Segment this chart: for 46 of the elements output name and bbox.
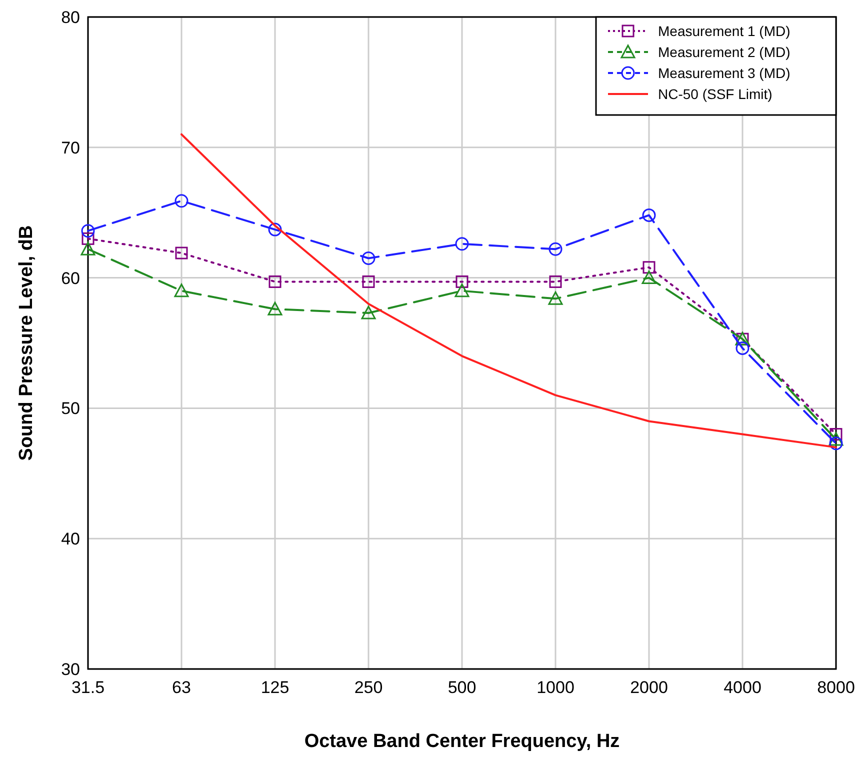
legend-label: NC-50 (SSF Limit)	[658, 86, 772, 102]
point	[174, 284, 189, 298]
y-axis-title: Sound Pressure Level, dB	[16, 225, 37, 461]
point	[268, 222, 282, 236]
point	[642, 261, 656, 274]
point	[549, 275, 562, 288]
x-tick-label: 1000	[536, 678, 574, 697]
point	[736, 341, 750, 355]
point	[362, 275, 375, 288]
x-tick-label: 500	[448, 678, 476, 697]
point	[268, 275, 282, 288]
legend-label: Measurement 1 (MD)	[658, 22, 790, 39]
point	[174, 194, 188, 208]
point	[81, 224, 95, 238]
x-tick-label: 31.5	[71, 678, 105, 697]
point	[830, 428, 842, 441]
x-tick-label: 8000	[817, 678, 855, 697]
y-tick-label: 50	[61, 399, 80, 418]
point	[361, 306, 376, 320]
y-tick-label: 30	[61, 660, 80, 679]
legend-label: Measurement 3 (MD)	[658, 64, 790, 81]
point	[548, 242, 562, 256]
point	[455, 237, 469, 251]
x-axis-title: Octave Band Center Frequency, Hz	[304, 731, 620, 752]
point	[175, 246, 188, 260]
x-tick-label: 250	[354, 678, 383, 697]
point	[642, 270, 656, 284]
point	[642, 208, 656, 222]
point	[80, 242, 96, 256]
point	[362, 251, 376, 265]
point	[548, 291, 563, 305]
point	[828, 432, 844, 446]
x-tick-label: 2000	[630, 678, 668, 697]
x-tick-label: 63	[172, 678, 191, 697]
point	[454, 284, 470, 298]
y-tick-label: 60	[61, 268, 80, 288]
y-tick-label: 70	[61, 138, 80, 158]
point	[456, 275, 468, 288]
legend-label: Measurement 2 (MD)	[658, 44, 790, 60]
point	[829, 436, 843, 450]
y-tick-label: 40	[61, 530, 80, 549]
y-tick-label: 80	[61, 8, 80, 27]
x-tick-label: 4000	[724, 678, 762, 697]
point	[268, 302, 282, 316]
x-tick-label: 125	[260, 678, 290, 697]
point	[82, 232, 94, 245]
